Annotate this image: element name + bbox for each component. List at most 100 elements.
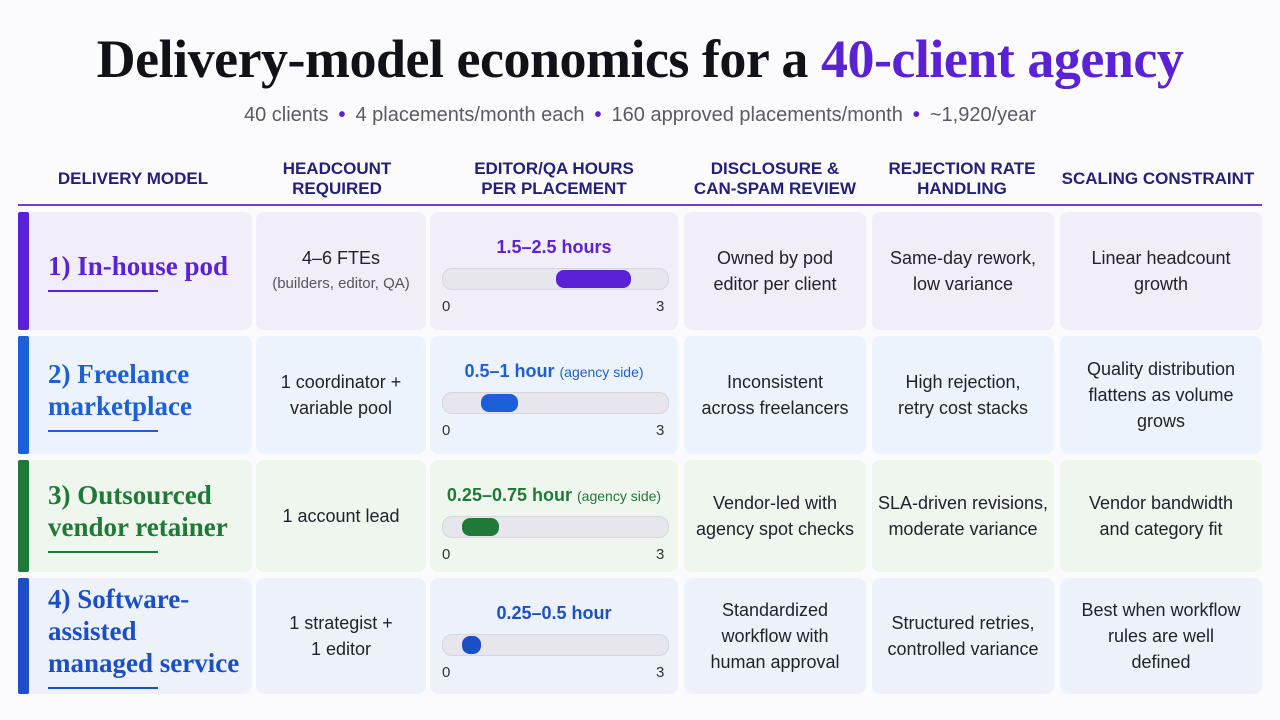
hours-range-value: 0.25–0.5 hour	[496, 603, 612, 623]
scale-min-label: 0	[442, 298, 451, 315]
rejection-cell: Same-day rework, low variance	[872, 212, 1054, 330]
rejection-cell-text: Same-day rework, low variance	[889, 248, 1037, 294]
hours-range-label: 0.5–1 hour (agency side)	[430, 358, 678, 385]
rejection-cell: High rejection, retry cost stacks	[872, 336, 1054, 454]
scale-min-label: 0	[442, 546, 451, 563]
hours-range-label: 0.25–0.75 hour (agency side)	[430, 482, 678, 509]
hours-range-value: 0.25–0.75 hour	[446, 485, 572, 505]
model-name: 4) Software-assisted managed service	[48, 583, 246, 689]
hours-range-value: 0.5–1 hour	[464, 361, 555, 381]
model-cell: 3) Outsourced vendor retainer	[18, 460, 252, 572]
hours-bar-cell: 0.25–0.75 hour (agency side) 0 3	[430, 460, 678, 572]
hours-range-track	[442, 268, 669, 290]
scale-max-label: 3	[656, 546, 665, 563]
scale-min-label: 0	[442, 422, 451, 439]
disclosure-cell: Vendor-led with agency spot checks	[684, 460, 866, 572]
scaling-cell-text: Best when workflow rules are well define…	[1081, 600, 1241, 672]
hours-bar-cell: 0.25–0.5 hour 0 3	[430, 578, 678, 694]
header-label: DELIVERY MODEL	[57, 169, 209, 188]
title-accent: 40-client agency	[820, 29, 1184, 89]
scaling-cell-text: Linear headcount growth	[1091, 248, 1231, 294]
disclosure-cell: Owned by pod editor per client	[684, 212, 866, 330]
title-main: Delivery-model economics for a	[96, 29, 821, 89]
rejection-cell: SLA-driven revisions, moderate variance	[872, 460, 1054, 572]
hours-range-fill	[555, 270, 631, 288]
scale-max-label: 3	[656, 298, 665, 315]
model-color-bar	[18, 578, 29, 694]
model-color-bar	[18, 212, 29, 330]
scale-max-label: 3	[656, 422, 665, 439]
scaling-cell: Quality distribution flattens as volume …	[1060, 336, 1262, 454]
model-underline	[48, 430, 158, 432]
scaling-cell-text: Vendor bandwidth and category fit	[1088, 493, 1234, 539]
rejection-cell-text: High rejection, retry cost stacks	[897, 372, 1029, 418]
subtitle-item: 160 approved placements/month	[611, 104, 903, 126]
subtitle-item: 4 placements/month each	[355, 104, 585, 126]
bullet-dot-icon: •	[912, 104, 920, 126]
model-underline	[48, 290, 158, 292]
header-delivery-model: DELIVERY MODEL	[18, 156, 248, 202]
bullet-dot-icon: •	[338, 104, 346, 126]
table-row: 2) Freelance marketplace 1 coordinator + …	[18, 336, 1262, 454]
scale-max-label: 3	[656, 664, 665, 681]
header-label: REQUIRED	[292, 179, 382, 198]
scaling-cell-text: Quality distribution flattens as volume …	[1086, 359, 1236, 431]
model-color-bar	[18, 460, 29, 572]
header-scaling: SCALING CONSTRAINT	[1060, 156, 1256, 202]
header-label: PER PLACEMENT	[481, 179, 627, 198]
model-name: 2) Freelance marketplace	[48, 358, 246, 432]
disclosure-cell-text: Standardized workflow with human approva…	[710, 600, 840, 672]
table-row: 3) Outsourced vendor retainer 1 account l…	[18, 460, 1262, 572]
headcount-value: 1 strategist + 1 editor	[289, 613, 393, 659]
bullet-dot-icon: •	[594, 104, 602, 126]
hours-bar-cell: 1.5–2.5 hours 0 3	[430, 212, 678, 330]
header-label: EDITOR/QA HOURS	[474, 159, 634, 178]
model-underline	[48, 551, 158, 553]
headcount-value: 1 account lead	[282, 506, 400, 526]
header-label: REJECTION RATE	[888, 159, 1036, 178]
disclosure-cell-text: Inconsistent across freelancers	[701, 372, 849, 418]
page-title: Delivery-model economics for a 40-client…	[0, 28, 1280, 90]
scaling-cell: Linear headcount growth	[1060, 212, 1262, 330]
model-label: 3) Outsourced vendor retainer	[48, 480, 228, 542]
hours-range-track	[442, 516, 669, 538]
headcount-cell: 4–6 FTEs (builders, editor, QA)	[256, 212, 426, 330]
hours-range-value: 1.5–2.5 hours	[496, 237, 612, 257]
model-cell: 2) Freelance marketplace	[18, 336, 252, 454]
header-label: CAN-SPAM REVIEW	[693, 179, 857, 198]
headcount-value: 4–6 FTEs	[301, 248, 381, 268]
model-label: 1) In-house pod	[48, 251, 229, 281]
header-disclosure: DISCLOSURE & CAN-SPAM REVIEW	[684, 156, 866, 202]
model-name: 3) Outsourced vendor retainer	[48, 479, 246, 553]
disclosure-cell: Inconsistent across freelancers	[684, 336, 866, 454]
header-editor-hours: EDITOR/QA HOURS PER PLACEMENT	[430, 156, 678, 202]
hours-range-fill	[461, 636, 481, 654]
model-label: 2) Freelance marketplace	[48, 359, 192, 421]
headcount-cell: 1 coordinator + variable pool	[256, 336, 426, 454]
headcount-cell: 1 strategist + 1 editor	[256, 578, 426, 694]
hours-range-fill	[461, 518, 500, 536]
model-cell: 1) In-house pod	[18, 212, 252, 330]
hours-range-label: 1.5–2.5 hours	[430, 234, 678, 260]
hours-bar-cell: 0.5–1 hour (agency side) 0 3	[430, 336, 678, 454]
subtitle-item: 40 clients	[243, 104, 329, 126]
rejection-cell-text: SLA-driven revisions, moderate variance	[877, 493, 1049, 539]
headcount-value: 1 coordinator + variable pool	[280, 372, 402, 418]
header-rejection: REJECTION RATE HANDLING	[872, 156, 1052, 202]
header-label: HANDLING	[917, 179, 1007, 198]
hours-range-fill	[480, 394, 518, 412]
rejection-cell-text: Structured retries, controlled variance	[887, 613, 1039, 659]
header-divider	[18, 204, 1262, 206]
header-label: DISCLOSURE &	[710, 159, 840, 178]
model-underline	[48, 687, 158, 689]
model-color-bar	[18, 336, 29, 454]
hours-range-track	[442, 392, 669, 414]
model-name: 1) In-house pod	[48, 250, 246, 292]
table-row: 4) Software-assisted managed service 1 st…	[18, 578, 1262, 694]
subtitle-item: ~1,920/year	[929, 104, 1037, 126]
hours-range-label: 0.25–0.5 hour	[430, 600, 678, 626]
header-label: HEADCOUNT	[282, 159, 392, 178]
hours-range-note: (agency side)	[559, 364, 644, 380]
rejection-cell: Structured retries, controlled variance	[872, 578, 1054, 694]
disclosure-cell-text: Owned by pod editor per client	[713, 248, 837, 294]
